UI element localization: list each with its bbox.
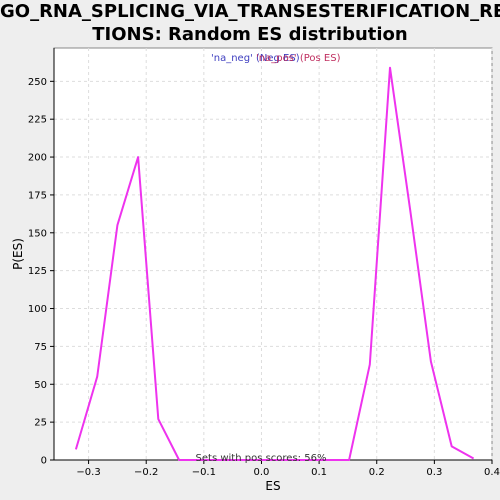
- grid-lines: [54, 48, 493, 461]
- x-tick-label: 0.4: [484, 467, 500, 478]
- legend-entry-pos: 'na_pos' (Pos ES): [256, 53, 341, 64]
- y-tick-label: 0: [41, 456, 47, 467]
- x-tick-label: −0.1: [192, 467, 216, 478]
- plot-area: [53, 47, 493, 461]
- legend-entry-neg: 'na_neg' (Neg ES): [211, 53, 300, 64]
- y-tick-label: 50: [34, 380, 47, 391]
- chart-title-line-2: TIONS: Random ES distribution: [92, 24, 408, 45]
- x-tick-label: 0.1: [311, 467, 327, 478]
- y-tick-label: 150: [28, 228, 47, 239]
- y-tick-label: 250: [28, 77, 47, 88]
- y-tick-label: 200: [28, 153, 47, 164]
- x-tick-label: 0.2: [369, 467, 385, 478]
- series-group: [74, 66, 475, 461]
- legend: 'na_neg' (Neg ES)'na_pos' (Pos ES): [211, 53, 341, 64]
- x-tick-label: 0.3: [426, 467, 442, 478]
- chart-title: GO_RNA_SPLICING_VIA_TRANSESTERIFICATION_…: [0, 0, 500, 46]
- x-tick-label: −0.2: [134, 467, 158, 478]
- y-axis-label: P(ES): [11, 238, 25, 270]
- y-tick-label: 25: [34, 418, 47, 429]
- y-tick-label: 100: [28, 304, 47, 315]
- y-tick-label: 75: [34, 342, 47, 353]
- x-tick-label: 0.0: [254, 467, 270, 478]
- es-distribution-line: [74, 66, 475, 461]
- y-tick-label: 175: [28, 190, 47, 201]
- y-tick-label: 225: [28, 115, 47, 126]
- y-axis-ticks: 0 25 50 75 100 125 150 175 200 225 250: [28, 77, 54, 467]
- x-axis-label: ES: [265, 479, 280, 493]
- chart-title-line-1: GO_RNA_SPLICING_VIA_TRANSESTERIFICATION_…: [0, 1, 500, 22]
- x-axis-ticks: −0.3 −0.2 −0.1 0.0 0.1 0.2 0.3 0.4: [76, 460, 500, 478]
- x-tick-label: −0.3: [76, 467, 100, 478]
- y-tick-label: 125: [28, 266, 47, 277]
- pos-scores-annotation: Sets with pos scores: 56%: [196, 453, 327, 464]
